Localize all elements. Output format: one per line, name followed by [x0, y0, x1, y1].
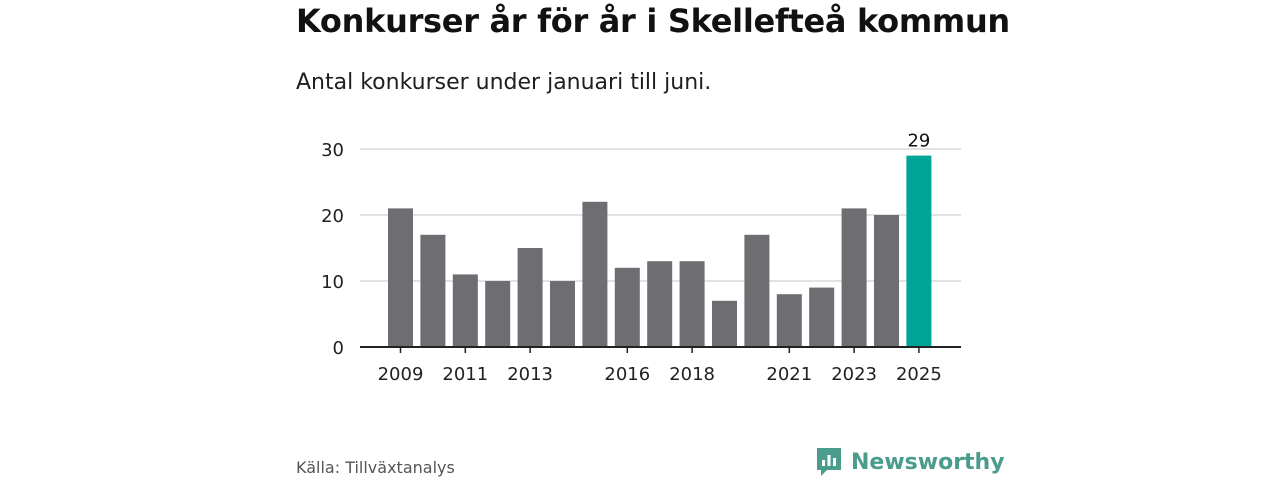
bar-2021	[776, 294, 802, 347]
bar-2017	[647, 261, 673, 347]
x-tick-label: 2016	[604, 364, 650, 385]
chart-title: Konkurser år för år i Skellefteå kommun	[296, 2, 1010, 40]
x-tick-label: 2013	[507, 364, 553, 385]
y-axis-ticks: 0 10 20 30	[321, 140, 344, 359]
x-axis-ticks: 2009 2011 2013 2016 2018 2021 2023 2025	[378, 347, 942, 385]
bar-2014	[550, 281, 575, 347]
bar-chart: 0 10 20 30 2009 2011 2013 2016 2018 2021 2023 2025…	[321, 131, 961, 385]
bar-2018	[679, 261, 705, 347]
brand-logo: Newsworthy	[815, 446, 1005, 478]
bar-2010	[420, 234, 446, 347]
x-tick-label: 2018	[669, 364, 715, 385]
bar-2009	[388, 208, 413, 347]
bar-2023	[841, 208, 867, 347]
newsworthy-logo-icon	[817, 448, 841, 476]
bar-2015	[582, 201, 608, 347]
bar-2013	[517, 248, 543, 347]
x-tick-label: 2025	[896, 364, 942, 385]
x-tick-label: 2011	[442, 364, 488, 385]
chart-subtitle: Antal konkurser under januari till juni.	[296, 70, 712, 95]
bar-2022	[809, 287, 835, 347]
bar-2024	[874, 215, 899, 347]
y-tick-label: 0	[333, 338, 344, 359]
x-tick-label: 2009	[378, 364, 424, 385]
x-tick-label: 2023	[831, 364, 877, 385]
data-label: 29	[907, 131, 930, 152]
bar-2019	[712, 300, 737, 347]
bar-2020	[744, 234, 770, 347]
x-tick-label: 2021	[766, 364, 812, 385]
bar-2012	[485, 281, 511, 347]
bar-2011	[452, 274, 478, 347]
bar-2025	[906, 155, 932, 347]
data-labels: 29	[907, 131, 930, 152]
bar-2016	[614, 267, 640, 347]
y-tick-label: 10	[321, 272, 344, 293]
source-note: Källa: Tillväxtanalys	[296, 458, 455, 477]
y-tick-label: 30	[321, 140, 344, 161]
bars	[388, 155, 932, 347]
brand-name: Newsworthy	[851, 449, 1005, 475]
y-tick-label: 20	[321, 206, 344, 227]
